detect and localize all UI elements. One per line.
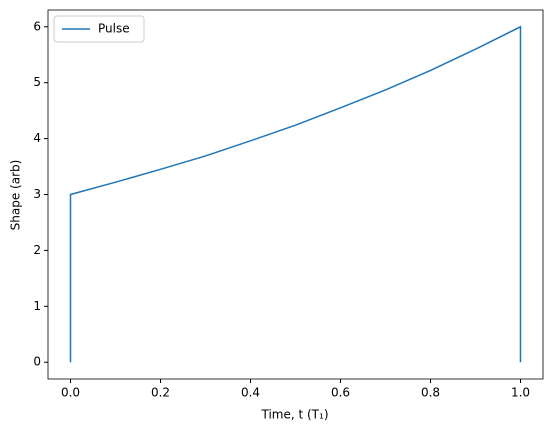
x-tick-label: 0.6 — [331, 386, 350, 400]
x-tick-label: 0.4 — [241, 386, 260, 400]
legend-label: Pulse — [98, 22, 130, 36]
plot-frame — [47, 9, 544, 380]
y-tick-label: 1 — [33, 299, 41, 313]
legend-box — [53, 15, 145, 43]
x-tick-label: 0.0 — [61, 386, 80, 400]
y-tick-label: 4 — [33, 131, 41, 145]
x-tick-label: 0.8 — [421, 386, 440, 400]
x-tick-label: 1.0 — [511, 386, 530, 400]
x-tick-label: 0.2 — [151, 386, 170, 400]
y-tick-label: 6 — [33, 19, 41, 33]
y-tick-label: 3 — [33, 187, 41, 201]
y-tick-label: 5 — [33, 75, 41, 89]
y-tick-label: 2 — [33, 243, 41, 257]
y-axis-label: Shape (arb) — [9, 160, 23, 231]
x-axis-label: Time, t (T₁) — [260, 408, 328, 422]
y-tick-label: 0 — [33, 355, 41, 369]
line-series — [69, 25, 522, 363]
